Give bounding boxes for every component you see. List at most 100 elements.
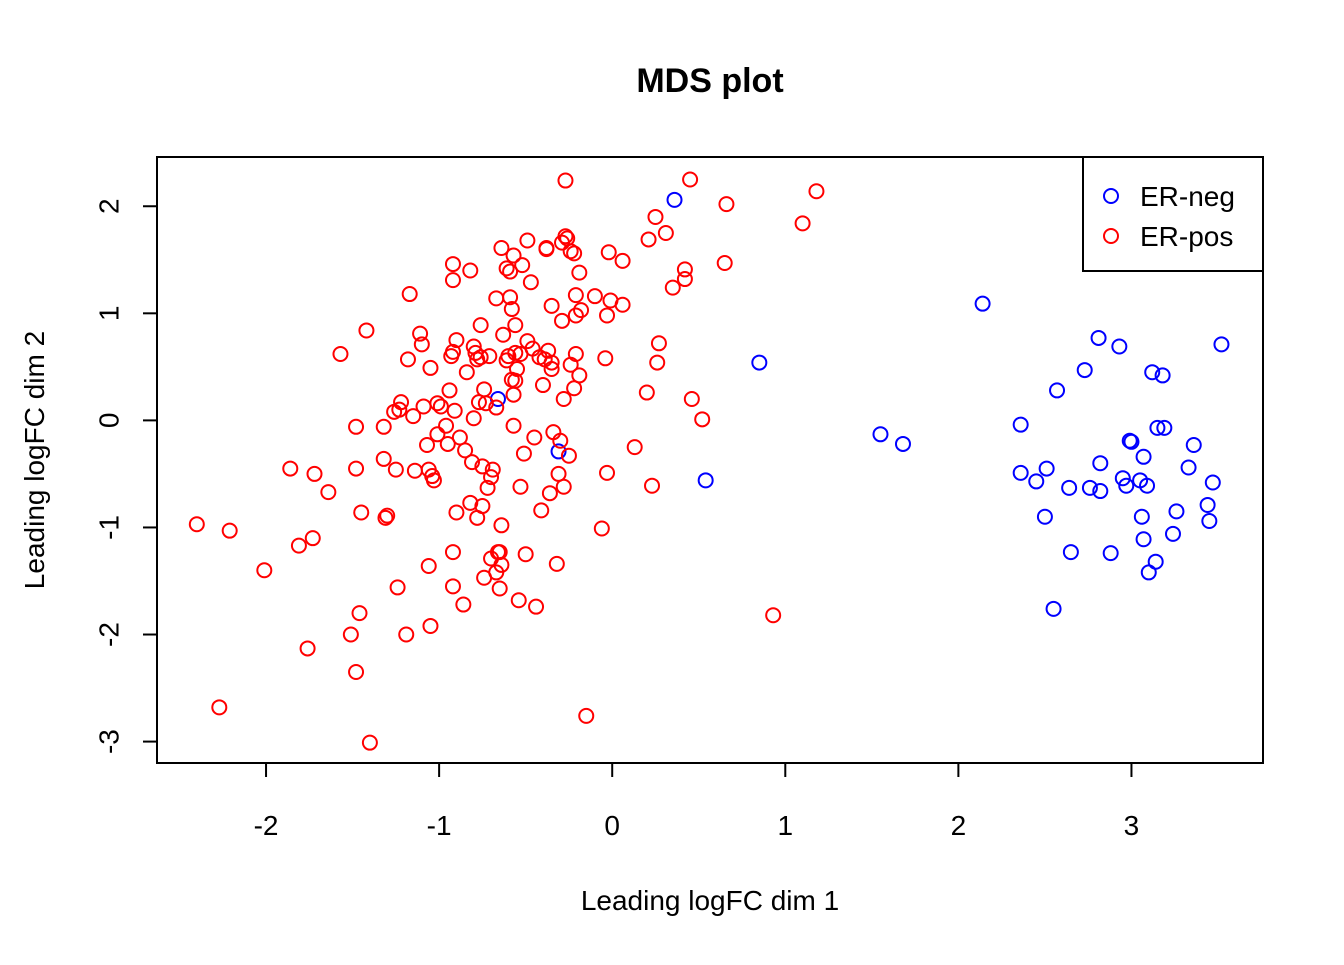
data-point-er-pos <box>398 626 415 643</box>
data-point-er-pos <box>419 437 436 454</box>
data-point-er-pos <box>429 426 446 443</box>
data-point-er-pos <box>375 450 392 467</box>
data-point-er-pos <box>477 395 494 412</box>
data-point-er-pos <box>444 256 461 273</box>
data-point-er-pos <box>649 354 666 371</box>
chart-title: MDS plot <box>636 62 783 100</box>
data-point-er-neg <box>751 354 768 371</box>
data-point-er-pos <box>512 478 529 495</box>
data-point-er-pos <box>507 317 524 334</box>
data-point-er-neg <box>1135 448 1152 465</box>
data-point-er-pos <box>543 297 560 314</box>
data-point-er-pos <box>476 381 493 398</box>
data-point-er-neg <box>1092 483 1109 500</box>
x-tick-label: -1 <box>427 810 452 841</box>
y-tick-label: 1 <box>94 306 125 322</box>
data-point-er-pos <box>599 307 616 324</box>
data-point-er-pos <box>614 252 631 269</box>
data-point-er-pos <box>765 607 782 624</box>
data-point-er-neg <box>1038 460 1055 477</box>
data-point-er-pos <box>644 477 661 494</box>
data-point-er-pos <box>306 465 323 482</box>
data-point-er-pos <box>491 580 508 597</box>
data-point-er-pos <box>557 172 574 189</box>
data-point-er-pos <box>493 556 510 573</box>
data-point-er-pos <box>626 439 643 456</box>
data-point-er-pos <box>640 231 657 248</box>
data-point-er-pos <box>474 458 491 475</box>
data-point-er-pos <box>391 401 408 418</box>
y-axis-label: Leading logFC dim 2 <box>19 331 50 589</box>
legend: ER-neg ER-pos <box>1082 156 1264 272</box>
x-tick-label: 2 <box>951 810 967 841</box>
data-point-er-pos <box>505 386 522 403</box>
data-point-er-pos <box>446 402 463 419</box>
data-point-er-pos <box>676 271 693 288</box>
data-point-er-pos <box>502 289 519 306</box>
data-point-er-neg <box>1036 508 1053 525</box>
data-point-er-pos <box>541 485 558 502</box>
data-point-er-pos <box>401 286 418 303</box>
data-point-er-pos <box>808 183 825 200</box>
data-point-er-neg <box>1081 479 1098 496</box>
data-point-er-pos <box>507 372 524 389</box>
data-point-er-pos <box>399 351 416 368</box>
data-point-er-neg <box>1102 545 1119 562</box>
data-point-er-pos <box>543 360 560 377</box>
data-point-er-pos <box>505 417 522 434</box>
data-point-er-pos <box>510 592 527 609</box>
data-point-er-pos <box>351 605 368 622</box>
data-point-er-pos <box>562 243 579 260</box>
data-point-er-pos <box>413 336 430 353</box>
legend-label-er-pos: ER-pos <box>1140 221 1233 252</box>
data-point-er-pos <box>647 208 664 225</box>
data-point-er-pos <box>718 196 735 213</box>
data-point-er-pos <box>425 472 442 489</box>
data-point-er-neg <box>550 443 567 460</box>
data-point-er-pos <box>444 544 461 561</box>
data-point-er-pos <box>526 429 543 446</box>
data-point-er-pos <box>522 274 539 291</box>
data-point-er-pos <box>429 395 446 412</box>
data-point-er-neg <box>1135 531 1152 548</box>
data-point-er-pos <box>683 390 700 407</box>
data-point-er-pos <box>557 228 574 245</box>
y-tick-label: -2 <box>94 622 125 647</box>
data-point-er-pos <box>597 350 614 367</box>
data-point-er-pos <box>221 522 238 539</box>
x-tick-label: -2 <box>254 810 279 841</box>
data-point-er-pos <box>716 254 733 271</box>
data-point-er-pos <box>420 557 437 574</box>
data-point-er-pos <box>505 247 522 264</box>
x-tick-label: 0 <box>604 810 620 841</box>
data-point-er-neg <box>697 472 714 489</box>
data-point-er-pos <box>375 418 392 435</box>
data-point-er-neg <box>1199 496 1216 513</box>
data-point-er-pos <box>422 617 439 634</box>
data-points <box>188 171 1230 751</box>
data-point-er-pos <box>682 171 699 188</box>
data-point-er-pos <box>571 367 588 384</box>
data-point-er-pos <box>379 507 396 524</box>
data-point-er-pos <box>348 663 365 680</box>
data-point-er-neg <box>1061 479 1078 496</box>
data-point-er-neg <box>1133 508 1150 525</box>
data-point-er-pos <box>567 346 584 363</box>
data-point-er-neg <box>1012 464 1029 481</box>
data-point-er-neg <box>1090 329 1107 346</box>
data-point-er-pos <box>290 537 307 554</box>
data-point-er-pos <box>448 504 465 521</box>
data-point-er-pos <box>554 312 571 329</box>
data-point-er-pos <box>515 445 532 462</box>
data-point-er-pos <box>439 435 456 452</box>
data-point-er-neg <box>1118 477 1135 494</box>
data-point-er-neg <box>894 435 911 452</box>
data-point-er-neg <box>1028 473 1045 490</box>
data-point-er-pos <box>444 578 461 595</box>
data-point-er-neg <box>1213 336 1230 353</box>
data-point-er-pos <box>256 562 273 579</box>
data-point-er-neg <box>1144 364 1161 381</box>
data-point-er-neg <box>1111 338 1128 355</box>
